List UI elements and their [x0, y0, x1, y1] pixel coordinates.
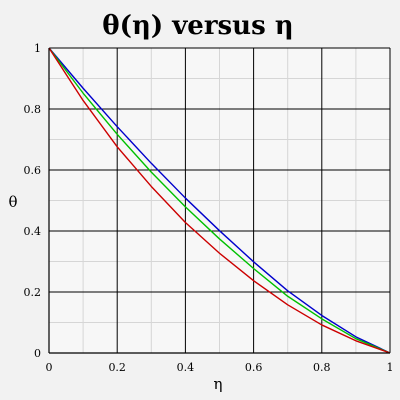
x-tick-label: 0.4 — [177, 361, 195, 374]
x-tick-label: 0.8 — [313, 361, 331, 374]
y-tick-label: 0.8 — [24, 103, 42, 116]
x-tick-label: 0.2 — [108, 361, 126, 374]
y-tick-label: 0.4 — [24, 225, 42, 238]
y-tick-label: 0.2 — [24, 286, 42, 299]
y-tick-label: 1 — [34, 42, 41, 55]
chart-title: θ(η) versus η — [102, 11, 293, 41]
tick-labels: 0 0.2 0.4 0.6 0.8 1 0 0.2 0.4 0.6 0.8 1 — [24, 42, 394, 374]
axes — [48, 48, 390, 354]
x-tick-label: 0 — [46, 361, 53, 374]
x-tick-label: 0.6 — [245, 361, 263, 374]
y-axis-label: θ — [8, 193, 17, 211]
y-tick-label: 0 — [34, 347, 41, 360]
series-line-2 — [48, 47, 391, 354]
x-axis-label: η — [214, 375, 223, 393]
x-tick-label: 1 — [387, 361, 394, 374]
series-line-1 — [48, 47, 391, 354]
series-line-3 — [48, 47, 391, 354]
series-group — [48, 47, 391, 354]
y-tick-label: 0.6 — [24, 164, 42, 177]
